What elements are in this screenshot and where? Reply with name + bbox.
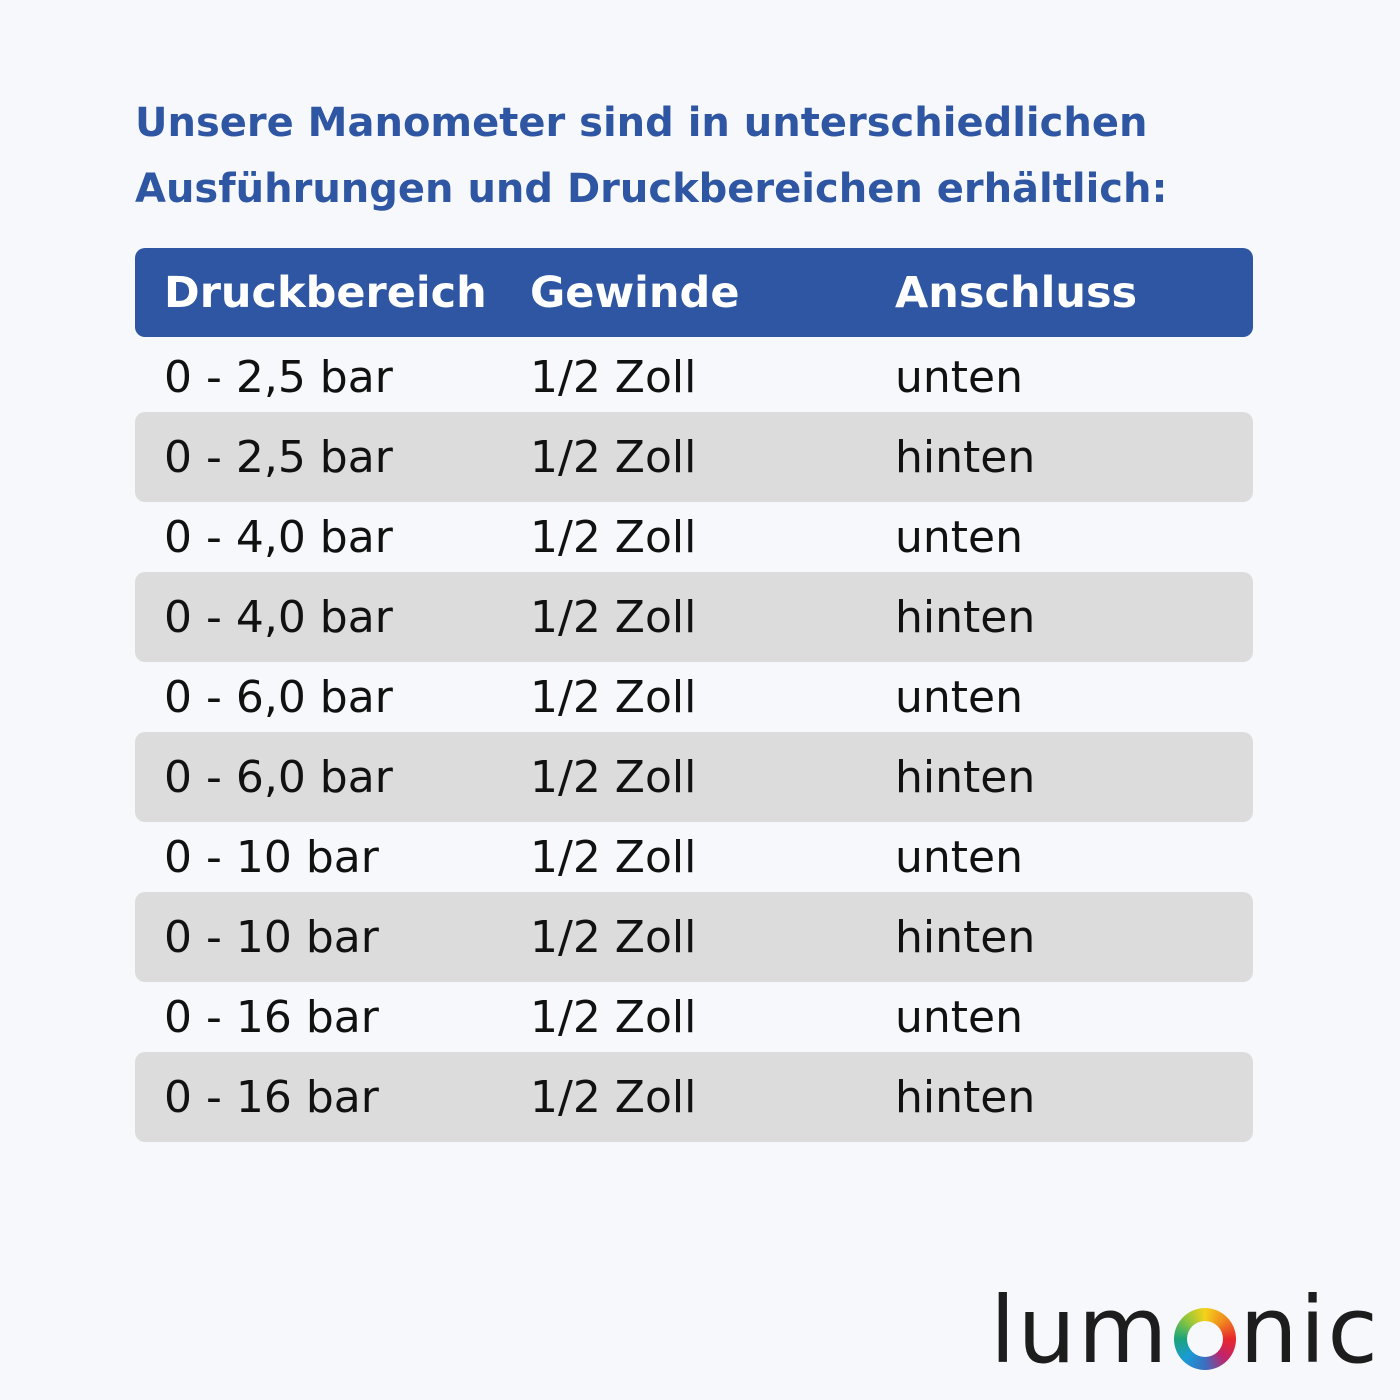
cell-anschluss: unten xyxy=(895,991,1023,1043)
cell-anschluss: hinten xyxy=(895,591,1036,643)
cell-gewinde: 1/2 Zoll xyxy=(530,511,697,563)
logo-color-ring-icon xyxy=(1173,1308,1236,1370)
lumonic-logo: lum nic xyxy=(990,1277,1380,1384)
spec-table: Druckbereich Gewinde Anschluss 0 - 2,5 b… xyxy=(135,248,1253,1142)
cell-druckbereich: 0 - 10 bar xyxy=(164,911,379,963)
cell-druckbereich: 0 - 16 bar xyxy=(164,1071,379,1123)
logo-text: lum xyxy=(990,1276,1170,1384)
cell-gewinde: 1/2 Zoll xyxy=(530,431,697,483)
table-row: 0 - 10 bar 1/2 Zoll unten xyxy=(135,817,1253,897)
cell-anschluss: hinten xyxy=(895,911,1036,963)
logo-text: nic xyxy=(1239,1276,1380,1384)
cell-gewinde: 1/2 Zoll xyxy=(530,671,697,723)
header-gewinde: Gewinde xyxy=(530,267,740,318)
cell-anschluss: hinten xyxy=(895,751,1036,803)
cell-druckbereich: 0 - 6,0 bar xyxy=(164,751,393,803)
cell-gewinde: 1/2 Zoll xyxy=(530,1071,697,1123)
table-row: 0 - 6,0 bar 1/2 Zoll hinten xyxy=(135,732,1253,822)
cell-anschluss: unten xyxy=(895,351,1023,403)
cell-gewinde: 1/2 Zoll xyxy=(530,591,697,643)
table-row: 0 - 4,0 bar 1/2 Zoll unten xyxy=(135,497,1253,577)
table-row: 0 - 10 bar 1/2 Zoll hinten xyxy=(135,892,1253,982)
cell-druckbereich: 0 - 10 bar xyxy=(164,831,379,883)
table-header: Druckbereich Gewinde Anschluss xyxy=(135,248,1253,337)
cell-druckbereich: 0 - 4,0 bar xyxy=(164,591,393,643)
cell-druckbereich: 0 - 4,0 bar xyxy=(164,511,393,563)
cell-anschluss: hinten xyxy=(895,1071,1036,1123)
page-title: Unsere Manometer sind in unterschiedlich… xyxy=(135,90,1285,222)
title-line: Ausführungen und Druckbereichen erhältli… xyxy=(135,166,1168,212)
cell-druckbereich: 0 - 16 bar xyxy=(164,991,379,1043)
cell-gewinde: 1/2 Zoll xyxy=(530,991,697,1043)
table-row: 0 - 16 bar 1/2 Zoll unten xyxy=(135,977,1253,1057)
cell-druckbereich: 0 - 2,5 bar xyxy=(164,351,393,403)
cell-gewinde: 1/2 Zoll xyxy=(530,831,697,883)
table-row: 0 - 6,0 bar 1/2 Zoll unten xyxy=(135,657,1253,737)
cell-druckbereich: 0 - 6,0 bar xyxy=(164,671,393,723)
header-druckbereich: Druckbereich xyxy=(164,267,487,318)
table-row: 0 - 16 bar 1/2 Zoll hinten xyxy=(135,1052,1253,1142)
table-row: 0 - 2,5 bar 1/2 Zoll unten xyxy=(135,337,1253,417)
cell-anschluss: unten xyxy=(895,671,1023,723)
cell-anschluss: unten xyxy=(895,511,1023,563)
cell-gewinde: 1/2 Zoll xyxy=(530,911,697,963)
cell-gewinde: 1/2 Zoll xyxy=(530,751,697,803)
table-row: 0 - 4,0 bar 1/2 Zoll hinten xyxy=(135,572,1253,662)
header-anschluss: Anschluss xyxy=(895,267,1138,318)
cell-anschluss: unten xyxy=(895,831,1023,883)
cell-anschluss: hinten xyxy=(895,431,1036,483)
table-row: 0 - 2,5 bar 1/2 Zoll hinten xyxy=(135,412,1253,502)
title-line: Unsere Manometer sind in unterschiedlich… xyxy=(135,100,1148,146)
cell-gewinde: 1/2 Zoll xyxy=(530,351,697,403)
cell-druckbereich: 0 - 2,5 bar xyxy=(164,431,393,483)
